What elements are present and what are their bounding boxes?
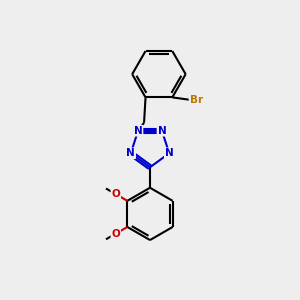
Text: Br: Br	[190, 95, 202, 105]
Text: O: O	[111, 189, 120, 199]
Text: N: N	[158, 126, 166, 136]
Text: O: O	[111, 229, 120, 239]
Text: N: N	[134, 126, 142, 136]
Text: N: N	[126, 148, 135, 158]
Text: N: N	[165, 148, 174, 158]
